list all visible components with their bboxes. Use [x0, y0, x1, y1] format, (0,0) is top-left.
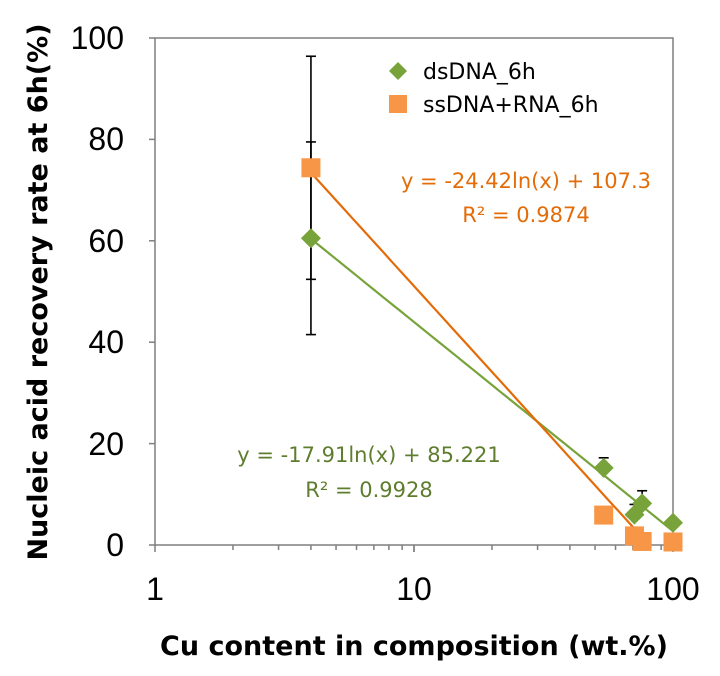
r-squared-text: R² = 0.9874	[462, 203, 589, 227]
data-point-dsdna	[663, 512, 683, 533]
x-tick-labels: 1 10 100	[146, 571, 700, 607]
data-point-dsdna	[632, 493, 653, 514]
y-tick-label: 80	[88, 121, 124, 157]
x-tick-label: 1	[146, 571, 164, 607]
data-point-ssdna-rna	[663, 532, 683, 552]
y-axis-title: Nucleic acid recovery rate at 6h(%)	[23, 23, 54, 560]
y-tick-label: 0	[106, 527, 124, 563]
y-tick-label: 20	[88, 426, 124, 462]
trendline-ssdna-rna	[310, 171, 643, 538]
legend-label-ssdna-rna: ssDNA+RNA_6h	[423, 93, 599, 118]
data-point-ssdna-rna	[594, 505, 614, 525]
legend: dsDNA_6h ssDNA+RNA_6h	[389, 60, 599, 118]
data-point-dsdna	[300, 228, 321, 249]
equation-dsdna: y = -17.91ln(x) + 85.221 R² = 0.9928	[237, 443, 500, 502]
data-point-dsdna	[624, 504, 645, 525]
data-point-ssdna-rna	[301, 158, 321, 178]
data-point-ssdna-rna	[632, 531, 652, 551]
legend-label-dsdna: dsDNA_6h	[423, 60, 536, 85]
equation-text: y = -17.91ln(x) + 85.221	[237, 443, 500, 467]
y-tick-labels: 0 20 40 60 80 100	[71, 20, 124, 563]
x-tick-label: 100	[646, 571, 699, 607]
x-axis-title: Cu content in composition (wt.%)	[160, 631, 668, 662]
equation-ssdna-rna: y = -24.42ln(x) + 107.3 R² = 0.9874	[401, 169, 651, 227]
r-squared-text: R² = 0.9928	[305, 478, 432, 502]
legend-diamond-icon	[389, 62, 407, 80]
equation-text: y = -24.42ln(x) + 107.3	[401, 169, 651, 193]
data-point-dsdna	[593, 457, 614, 478]
legend-square-icon	[389, 95, 407, 113]
y-tick-label: 40	[88, 324, 124, 360]
y-tick-label: 60	[88, 223, 124, 259]
trendline-dsdna	[310, 237, 674, 532]
x-tick-label: 10	[396, 571, 432, 607]
y-tick-label: 100	[71, 20, 124, 56]
data-markers	[300, 158, 683, 552]
trendlines	[310, 171, 674, 538]
